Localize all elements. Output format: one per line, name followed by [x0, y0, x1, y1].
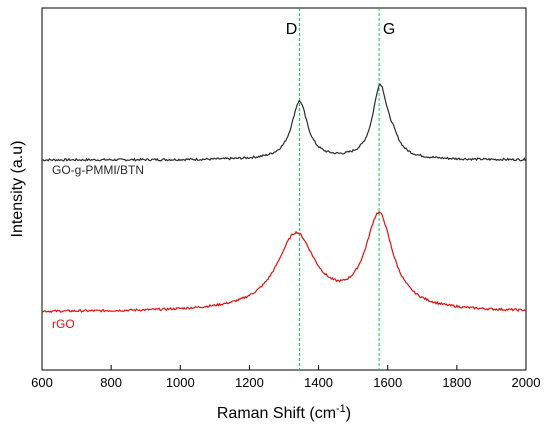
series-label-0: GO-g-PMMI/BTN: [52, 163, 144, 177]
peak-label-D: D: [286, 21, 298, 38]
x-tick-label: 1000: [166, 375, 195, 390]
x-tick-label: 2000: [512, 375, 541, 390]
x-tick-label: 1600: [373, 375, 402, 390]
peak-label-G: G: [383, 21, 395, 38]
x-tick-label: 1400: [304, 375, 333, 390]
x-tick-label: 1200: [235, 375, 264, 390]
x-axis-title-tail: ): [346, 405, 351, 422]
plot-frame: [41, 7, 527, 371]
x-axis-title-superscript: -1: [336, 403, 346, 415]
series-line-0: [41, 83, 526, 162]
x-tick-label: 1800: [442, 375, 471, 390]
x-tick-label: 600: [31, 375, 53, 390]
series-line-1: [41, 210, 526, 314]
series-label-1: rGO: [52, 317, 75, 331]
x-axis-title: Raman Shift (cm-1): [217, 403, 351, 422]
x-tick-label: 800: [100, 375, 122, 390]
y-axis-title: Intensity (a.u): [9, 141, 26, 238]
